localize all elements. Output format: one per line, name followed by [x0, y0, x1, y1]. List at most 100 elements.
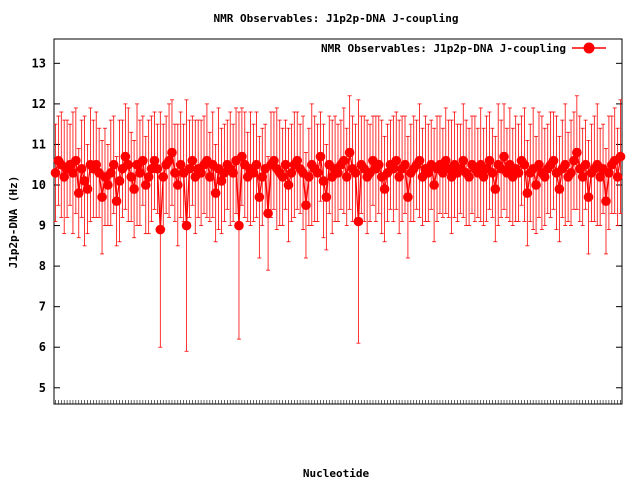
data-point — [71, 155, 81, 166]
data-point — [167, 147, 177, 158]
data-point — [339, 155, 349, 166]
data-point — [216, 176, 227, 186]
data-point — [484, 155, 495, 166]
data-point — [76, 163, 87, 174]
data-point — [490, 184, 501, 194]
data-point — [172, 180, 183, 190]
data-point — [263, 208, 273, 219]
data-point — [478, 172, 489, 182]
data-point — [158, 172, 169, 182]
data-point — [391, 155, 402, 166]
data-point — [170, 168, 180, 178]
data-point — [513, 168, 524, 178]
data-point — [251, 159, 262, 170]
data-point — [321, 192, 332, 202]
data-point — [175, 159, 186, 170]
data-point — [292, 155, 303, 166]
data-point — [464, 172, 474, 182]
y-tick-label: 7 — [39, 300, 46, 314]
data-point — [379, 184, 390, 194]
data-point — [164, 155, 174, 166]
data-point — [440, 155, 451, 166]
data-point — [82, 184, 93, 194]
data-point — [135, 168, 145, 178]
y-tick-label: 10 — [32, 178, 46, 192]
data-point — [554, 184, 565, 194]
data-point — [595, 172, 605, 182]
data-point — [143, 172, 154, 182]
data-point — [184, 163, 195, 174]
data-point — [91, 159, 102, 170]
data-point — [612, 172, 623, 182]
data-point — [344, 147, 355, 158]
data-point — [353, 216, 364, 227]
data-point — [315, 151, 326, 162]
data-point — [301, 200, 311, 211]
data-point — [403, 192, 413, 202]
data-point — [429, 180, 439, 190]
data-point — [155, 224, 166, 235]
data-point — [59, 172, 69, 182]
data-point — [103, 180, 113, 190]
data-point — [373, 159, 384, 170]
data-point — [560, 159, 570, 170]
data-points — [50, 147, 626, 235]
data-point — [129, 184, 139, 194]
data-point — [50, 168, 61, 178]
data-point — [569, 155, 579, 166]
data-point — [534, 159, 544, 170]
data-point — [414, 155, 425, 166]
data-point — [577, 172, 588, 182]
y-tick-label: 5 — [39, 381, 46, 395]
data-point — [519, 159, 530, 170]
data-point — [283, 180, 294, 190]
data-point — [126, 172, 136, 182]
y-tick-label: 13 — [32, 56, 46, 70]
data-point — [394, 172, 404, 182]
data-point — [388, 163, 399, 174]
data-point — [531, 180, 541, 190]
y-tick-label: 6 — [39, 340, 46, 354]
data-point — [458, 155, 469, 166]
data-point — [210, 188, 221, 198]
data-point — [140, 180, 151, 190]
data-point — [269, 155, 279, 166]
data-point — [280, 159, 291, 170]
data-point — [152, 163, 163, 174]
data-point — [318, 176, 329, 186]
data-point — [548, 155, 559, 166]
y-tick-label: 12 — [32, 97, 46, 111]
plot-area: 5 6 7 8 9 10 11 12 13 — [32, 38, 626, 405]
data-point — [73, 188, 84, 198]
data-point — [350, 168, 361, 178]
data-point — [187, 155, 198, 166]
data-point — [234, 220, 244, 231]
y-axis-label: J1p2p-DNA (Hz) — [7, 176, 20, 269]
data-point — [286, 168, 297, 178]
data-point — [572, 147, 582, 158]
data-point — [499, 151, 509, 162]
chart-title: NMR Observables: J1p2p-DNA J-coupling — [213, 12, 458, 25]
data-point — [312, 168, 323, 178]
data-point — [522, 188, 533, 198]
data-point — [583, 192, 594, 202]
data-point — [111, 196, 122, 207]
error-bars — [53, 95, 623, 352]
data-point — [79, 176, 90, 186]
data-point — [138, 155, 148, 166]
data-point — [108, 159, 119, 170]
y-tick-label: 8 — [39, 259, 46, 273]
y-tick-label: 11 — [32, 137, 46, 151]
data-point — [423, 168, 434, 178]
data-point — [604, 168, 614, 178]
data-point — [601, 196, 611, 207]
legend: NMR Observables: J1p2p-DNA J-coupling — [321, 42, 606, 55]
data-point — [181, 220, 192, 231]
data-point — [237, 151, 247, 162]
data-point — [228, 168, 238, 178]
data-point — [254, 192, 265, 202]
data-point — [123, 159, 134, 170]
data-point — [333, 168, 343, 178]
y-tick-label: 9 — [39, 219, 46, 233]
data-point — [487, 168, 498, 178]
